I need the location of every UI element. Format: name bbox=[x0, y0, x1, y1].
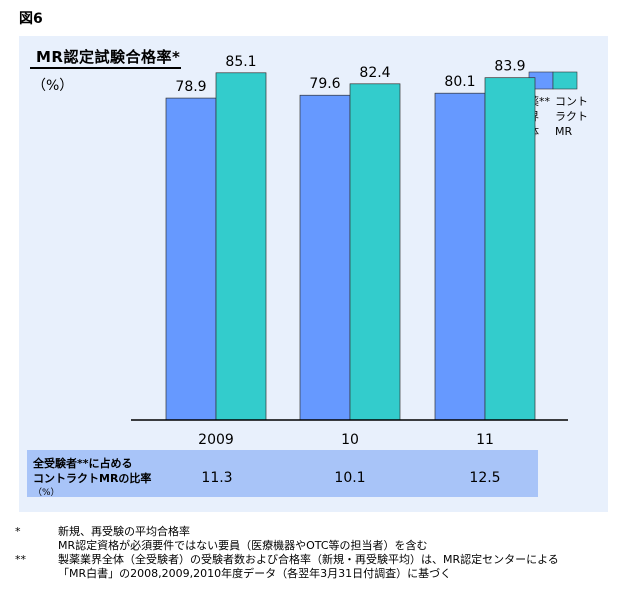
ratio-label-line1: 全受験者**に占める bbox=[33, 457, 133, 470]
legend-swatch-series2 bbox=[552, 71, 578, 90]
legend-label-series2: コント ラクト MR bbox=[555, 95, 588, 138]
footnote: ** 製薬業界全体（全受験者）の受験者数および合格率（新規・再受験平均）は、MR認… bbox=[15, 553, 559, 566]
data-label-series2-11: 83.9 bbox=[494, 59, 525, 75]
footnote: MR認定資格が必須要件ではない要員（医療機器やOTC等の担当者）を含む bbox=[58, 539, 428, 552]
chart-title: MR認定試験合格率* bbox=[36, 48, 181, 66]
unit-label: （%） bbox=[32, 78, 74, 94]
bar-series1-2009 bbox=[165, 97, 217, 421]
data-label-series1-11: 80.1 bbox=[444, 74, 475, 90]
footnote: 「MR白書」の2008,2009,2010年度データ（各翌年3月31日付調査）に… bbox=[58, 567, 452, 580]
figure-label: 図6 bbox=[19, 11, 43, 27]
bar-series2-2009 bbox=[215, 72, 267, 421]
bar-series1-11 bbox=[434, 92, 486, 421]
ratio-row bbox=[27, 450, 538, 497]
x-tick-label: 2009 bbox=[198, 432, 234, 448]
x-tick-label: 10 bbox=[341, 432, 359, 448]
data-label-series2-10: 82.4 bbox=[359, 65, 390, 81]
footnotes: * 新規、再受験の平均合格率 MR認定資格が必須要件ではない要員（医療機器やOTC… bbox=[15, 525, 559, 581]
bar-series2-11 bbox=[484, 77, 536, 421]
x-tick-label: 11 bbox=[476, 432, 494, 448]
title-underline bbox=[30, 67, 181, 69]
ratio-label-unit: （%） bbox=[33, 488, 60, 498]
footnote: * 新規、再受験の平均合格率 bbox=[15, 525, 190, 538]
data-label-series2-2009: 85.1 bbox=[225, 54, 256, 70]
ratio-value-11: 12.5 bbox=[469, 470, 501, 486]
data-label-series1-2009: 78.9 bbox=[175, 79, 206, 95]
ratio-label-line2: コントラクトMRの比率 bbox=[33, 472, 152, 485]
data-label-series1-10: 79.6 bbox=[309, 76, 340, 92]
bar-series2-10 bbox=[349, 83, 401, 421]
ratio-value-10: 10.1 bbox=[334, 470, 366, 486]
ratio-value-2009: 11.3 bbox=[201, 470, 233, 486]
bar-series1-10 bbox=[299, 94, 351, 421]
